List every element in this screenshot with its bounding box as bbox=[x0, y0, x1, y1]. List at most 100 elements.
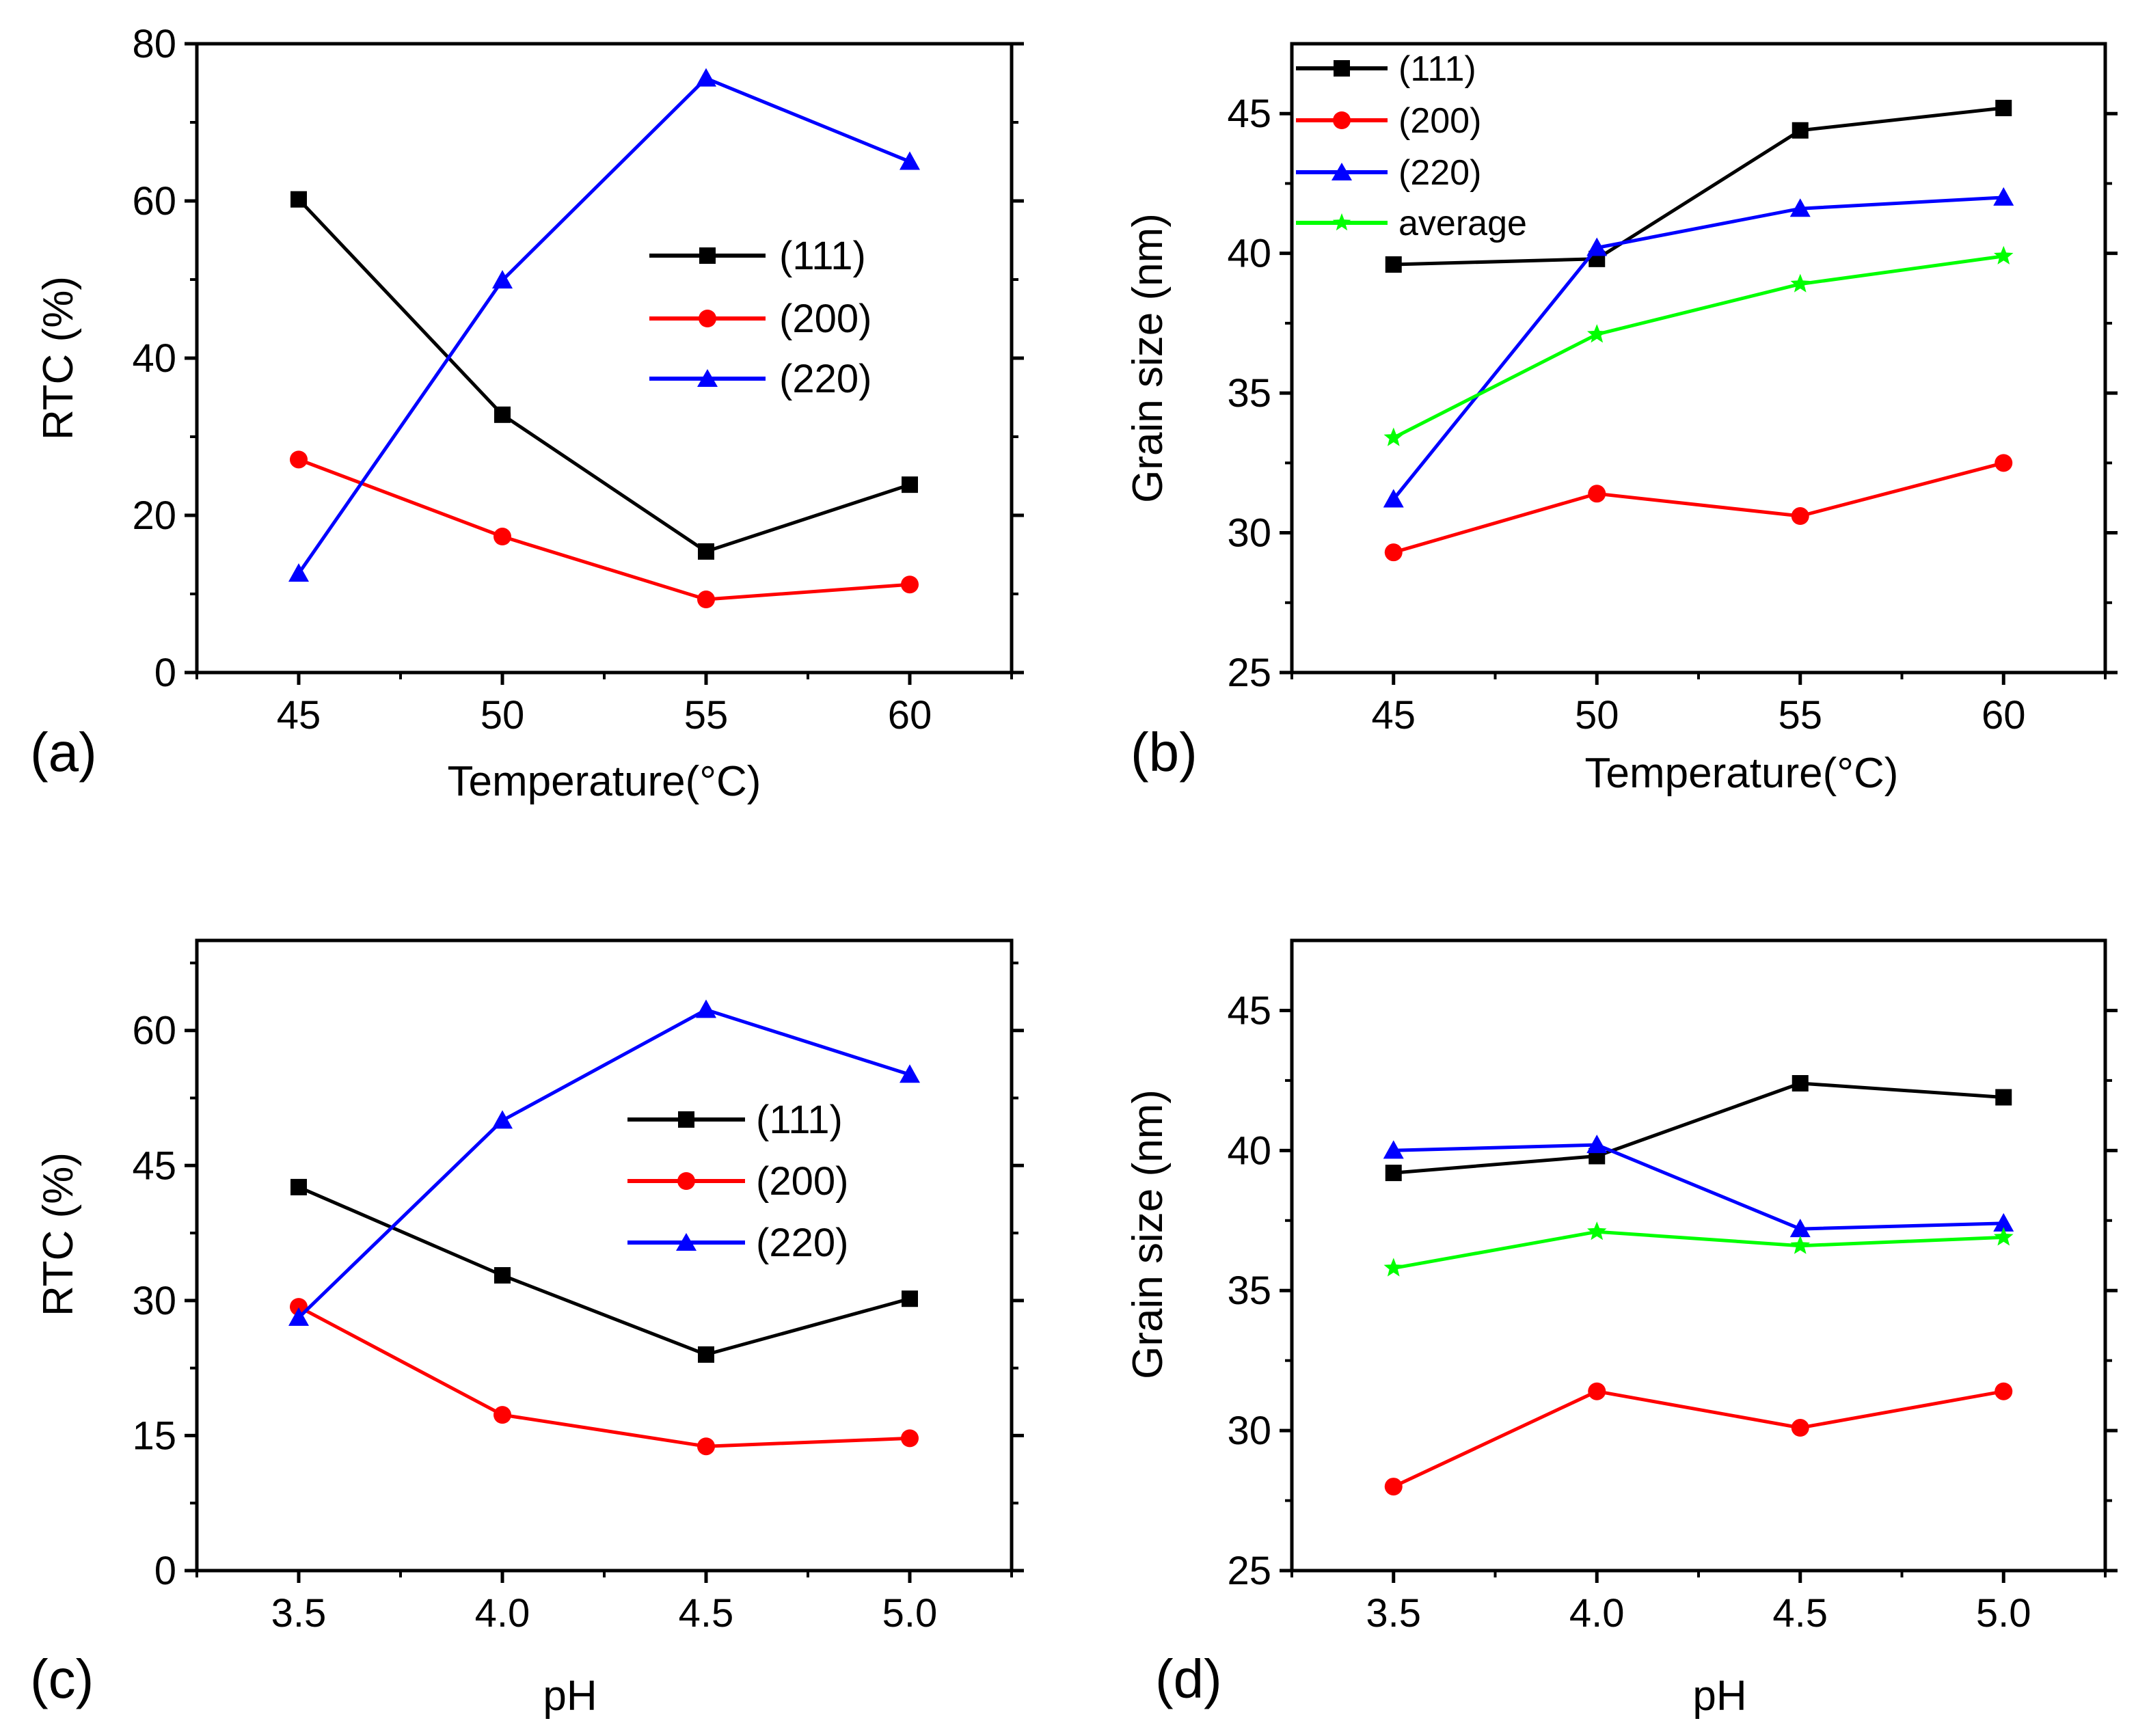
x-tick-label-b-2: 55 bbox=[1778, 693, 1822, 737]
legend-b: (111) (200) (220) average bbox=[1296, 49, 1527, 243]
y-tick-label-c-1: 15 bbox=[132, 1413, 176, 1458]
x-tick-label-c-0: 3.5 bbox=[271, 1591, 327, 1636]
series-line-d-average bbox=[1393, 1230, 2004, 1270]
legend-a: (111) (200) (220) bbox=[649, 234, 871, 401]
legend-label-b-average: average bbox=[1398, 204, 1527, 243]
y-axis-title-d: Grain size (nm) bbox=[1124, 1089, 1172, 1379]
plot-frame-c bbox=[195, 938, 1014, 1573]
series-line-d-s111 bbox=[1393, 1081, 2004, 1175]
x-tick-label-a-3: 60 bbox=[888, 693, 932, 737]
legend-marker-a-220 bbox=[697, 369, 718, 387]
data-point-b-s220-0 bbox=[1383, 489, 1404, 508]
data-point-c-s200-3 bbox=[901, 1429, 919, 1448]
data-point-b-s111-3 bbox=[1995, 100, 2012, 117]
y-tick-label-c-0: 0 bbox=[154, 1549, 176, 1593]
x-axis-title-c: pH bbox=[543, 1672, 597, 1720]
ticks-b: 45 50 55 60 25 30 35 40 45 bbox=[1227, 92, 2118, 737]
y-axis-title-c: RTC (%) bbox=[35, 1152, 82, 1316]
data-point-a-s111-3 bbox=[902, 476, 918, 493]
legend-label-c-111: (111) bbox=[756, 1098, 843, 1142]
data-point-d-s200-0 bbox=[1384, 1478, 1403, 1496]
data-point-a-s220-1 bbox=[492, 270, 513, 289]
data-point-b-average-0 bbox=[1383, 427, 1403, 446]
data-point-b-s111-2 bbox=[1792, 122, 1809, 139]
data-point-b-s220-2 bbox=[1789, 198, 1811, 217]
ticks-d: 3.5 4.0 4.5 5.0 25 30 35 40 45 bbox=[1227, 988, 2118, 1636]
x-tick-label-c-1: 4.0 bbox=[475, 1591, 530, 1636]
x-tick-label-a-0: 45 bbox=[277, 693, 321, 737]
data-point-b-average-2 bbox=[1790, 273, 1810, 293]
y-tick-label-b-2: 35 bbox=[1227, 371, 1271, 416]
legend-label-a-111: (111) bbox=[779, 234, 866, 278]
legend-label-b-200: (200) bbox=[1398, 101, 1481, 141]
y-tick-label-c-3: 45 bbox=[132, 1143, 176, 1188]
series-line-b-average bbox=[1392, 254, 2004, 439]
panel-label-b: (b) bbox=[1131, 722, 1198, 783]
legend-marker-a-111 bbox=[699, 247, 716, 264]
legend-marker-b-average bbox=[1332, 213, 1351, 231]
legend-marker-a-200 bbox=[699, 310, 716, 327]
data-point-b-s220-1 bbox=[1586, 237, 1608, 256]
data-point-a-s111-2 bbox=[698, 543, 714, 560]
series-a bbox=[288, 68, 920, 609]
series-line-c-s220 bbox=[297, 1007, 910, 1319]
series-line-b-s220 bbox=[1392, 195, 2004, 501]
panel-a: 45 50 55 60 0 20 40 60 80 RTC (%) Temperature(°C… bbox=[30, 22, 1024, 805]
data-point-d-s200-2 bbox=[1791, 1419, 1809, 1437]
data-point-b-s200-3 bbox=[1995, 454, 2013, 472]
ticks-c: 3.5 4.0 4.5 5.0 0 15 30 45 60 bbox=[132, 961, 1024, 1636]
legend-marker-b-111 bbox=[1334, 60, 1350, 77]
data-point-d-s200-3 bbox=[1995, 1382, 2013, 1400]
series-line-d-s220 bbox=[1393, 1143, 2004, 1231]
series-line-a-s200 bbox=[298, 458, 910, 601]
data-point-a-s220-3 bbox=[900, 151, 920, 170]
data-point-b-s220-3 bbox=[1993, 187, 2014, 206]
data-point-c-s220-2 bbox=[696, 999, 716, 1018]
data-point-c-s111-1 bbox=[494, 1266, 511, 1284]
data-point-a-s200-1 bbox=[494, 528, 511, 546]
data-point-d-average-3 bbox=[1994, 1227, 2014, 1246]
series-line-c-s111 bbox=[298, 1185, 910, 1357]
x-tick-label-c-2: 4.5 bbox=[679, 1591, 734, 1636]
panel-label-d: (d) bbox=[1155, 1649, 1222, 1709]
x-tick-label-d-0: 3.5 bbox=[1366, 1591, 1421, 1636]
data-point-d-s220-1 bbox=[1586, 1135, 1608, 1154]
data-point-c-s200-1 bbox=[494, 1406, 511, 1424]
x-axis-title-b: Temperature(°C) bbox=[1585, 750, 1899, 797]
data-point-c-s220-1 bbox=[492, 1110, 513, 1129]
y-axis-title-b: Grain size (nm) bbox=[1124, 213, 1172, 503]
data-point-a-s200-3 bbox=[901, 575, 919, 594]
y-tick-label-b-4: 45 bbox=[1227, 92, 1271, 136]
y-tick-label-a-4: 80 bbox=[132, 22, 176, 66]
data-point-a-s111-0 bbox=[290, 191, 307, 208]
panel-label-c: (c) bbox=[30, 1649, 94, 1709]
y-tick-label-a-3: 60 bbox=[132, 179, 176, 223]
y-tick-label-b-3: 40 bbox=[1227, 232, 1271, 276]
legend-label-a-220: (220) bbox=[779, 357, 871, 401]
x-tick-label-b-1: 50 bbox=[1575, 693, 1619, 737]
data-point-c-s220-0 bbox=[288, 1307, 309, 1326]
x-tick-label-c-3: 5.0 bbox=[882, 1591, 938, 1636]
data-point-b-s200-2 bbox=[1791, 507, 1809, 526]
x-axis-title-d: pH bbox=[1692, 1672, 1746, 1720]
data-point-d-average-2 bbox=[1790, 1235, 1810, 1254]
data-point-d-s220-3 bbox=[1993, 1212, 2014, 1232]
series-line-c-s200 bbox=[297, 1305, 910, 1448]
data-point-d-average-1 bbox=[1587, 1221, 1607, 1240]
data-point-a-s200-2 bbox=[697, 591, 715, 609]
series-line-a-s220 bbox=[297, 77, 910, 575]
y-tick-label-a-2: 40 bbox=[132, 336, 176, 381]
data-point-c-s200-2 bbox=[697, 1437, 715, 1456]
data-point-d-average-0 bbox=[1383, 1258, 1403, 1277]
data-point-b-s111-0 bbox=[1385, 256, 1402, 273]
y-tick-label-b-0: 25 bbox=[1227, 651, 1271, 695]
data-point-a-s220-0 bbox=[288, 563, 309, 582]
x-tick-label-d-3: 5.0 bbox=[1976, 1591, 2031, 1636]
data-point-a-s111-1 bbox=[494, 406, 511, 423]
x-tick-label-d-1: 4.0 bbox=[1569, 1591, 1625, 1636]
data-point-c-s220-3 bbox=[900, 1064, 920, 1083]
panel-b: 45 50 55 60 25 30 35 40 45 Grain size (nm) Tempe… bbox=[1124, 42, 2118, 797]
y-tick-label-d-0: 25 bbox=[1227, 1549, 1271, 1593]
panel-label-a: (a) bbox=[30, 722, 97, 783]
